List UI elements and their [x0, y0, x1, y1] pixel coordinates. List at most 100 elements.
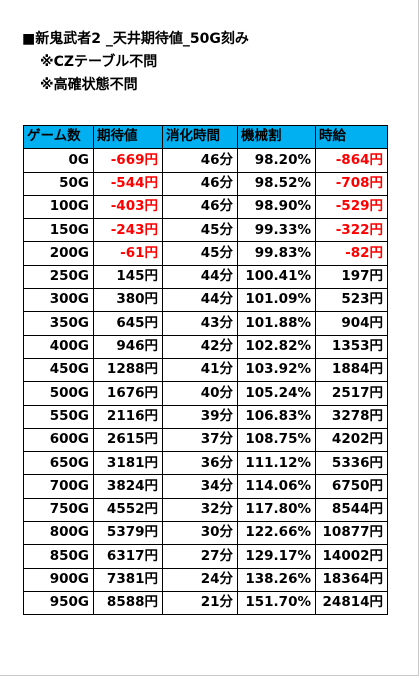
table-body: 0G -669円 46分 98.20% -864円 50G -544円 46分 98.52% -7… — [23, 148, 388, 616]
cell-expected-value: 5379円 — [93, 521, 163, 546]
cell-games: 550G — [23, 404, 94, 429]
cell-games: 250G — [23, 264, 94, 290]
cell-hourly-wage: -708円 — [315, 171, 388, 196]
cell-expected-value: -403円 — [93, 194, 163, 220]
cell-play-time: 41分 — [162, 357, 238, 383]
cell-payout-rate: 100.41% — [237, 264, 316, 290]
cell-payout-rate: 102.82% — [237, 334, 316, 359]
cell-games: 150G — [23, 218, 94, 243]
cell-hourly-wage: 8544円 — [315, 497, 388, 523]
table-row: 200G -61円 45分 99.83% -82円 — [23, 241, 388, 266]
cell-play-time: 45分 — [162, 241, 238, 266]
cell-games: 500G — [23, 381, 94, 406]
cell-play-time: 44分 — [162, 288, 238, 313]
cell-expected-value: 2615円 — [93, 427, 163, 453]
cell-expected-value: 4552円 — [93, 497, 163, 523]
page-title: ■新鬼武者2 _天井期待値_50G刻み — [22, 31, 249, 47]
cell-games: 700G — [23, 474, 94, 499]
table-row: 100G -403円 46分 98.90% -529円 — [23, 194, 388, 220]
cell-expected-value: -669円 — [93, 148, 163, 173]
table-row: 800G 5379円 30分 122.66% 10877円 — [23, 521, 388, 546]
cell-payout-rate: 108.75% — [237, 427, 316, 453]
table-row: 600G 2615円 37分 108.75% 4202円 — [23, 427, 388, 453]
cell-play-time: 21分 — [162, 590, 238, 616]
cell-payout-rate: 105.24% — [237, 381, 316, 406]
cell-games: 950G — [23, 590, 94, 616]
cell-hourly-wage: -864円 — [315, 148, 388, 173]
table-row: 150G -243円 45分 99.33% -322円 — [23, 218, 388, 243]
cell-play-time: 42分 — [162, 334, 238, 359]
cell-payout-rate: 99.33% — [237, 218, 316, 243]
cell-payout-rate: 114.06% — [237, 474, 316, 499]
table-row: 700G 3824円 34分 114.06% 6750円 — [23, 474, 388, 499]
note-cz-table: ※CZテーブル不問 — [40, 54, 158, 70]
header-play-time: 消化時間 — [162, 124, 238, 150]
cell-play-time: 24分 — [162, 567, 238, 592]
cell-hourly-wage: 2517円 — [315, 381, 388, 406]
cell-payout-rate: 98.90% — [237, 194, 316, 220]
cell-payout-rate: 98.20% — [237, 148, 316, 173]
cell-play-time: 39分 — [162, 404, 238, 429]
cell-games: 50G — [23, 171, 94, 196]
cell-play-time: 34分 — [162, 474, 238, 499]
cell-expected-value: -544円 — [93, 171, 163, 196]
cell-play-time: 43分 — [162, 311, 238, 336]
cell-payout-rate: 111.12% — [237, 451, 316, 476]
cell-expected-value: -243円 — [93, 218, 163, 243]
table-row: 0G -669円 46分 98.20% -864円 — [23, 148, 388, 173]
cell-hourly-wage: -529円 — [315, 194, 388, 220]
cell-play-time: 46分 — [162, 171, 238, 196]
cell-play-time: 46分 — [162, 148, 238, 173]
cell-play-time: 27分 — [162, 544, 238, 569]
table-row: 850G 6317円 27分 129.17% 14002円 — [23, 544, 388, 569]
cell-play-time: 32分 — [162, 497, 238, 523]
cell-games: 0G — [23, 148, 94, 173]
cell-hourly-wage: -322円 — [315, 218, 388, 243]
cell-games: 350G — [23, 311, 94, 336]
cell-hourly-wage: -82円 — [315, 241, 388, 266]
cell-hourly-wage: 4202円 — [315, 427, 388, 453]
table-row: 400G 946円 42分 102.82% 1353円 — [23, 334, 388, 359]
cell-play-time: 40分 — [162, 381, 238, 406]
header-games: ゲーム数 — [23, 124, 94, 150]
cell-payout-rate: 106.83% — [237, 404, 316, 429]
cell-games: 300G — [23, 288, 94, 313]
cell-expected-value: 2116円 — [93, 404, 163, 429]
table-row: 450G 1288円 41分 103.92% 1884円 — [23, 357, 388, 383]
cell-play-time: 37分 — [162, 427, 238, 453]
cell-games: 800G — [23, 521, 94, 546]
cell-games: 650G — [23, 451, 94, 476]
table-row: 950G 8588円 21分 151.70% 24814円 — [23, 590, 388, 616]
cell-expected-value: 1676円 — [93, 381, 163, 406]
cell-games: 750G — [23, 497, 94, 523]
cell-expected-value: -61円 — [93, 241, 163, 266]
cell-hourly-wage: 904円 — [315, 311, 388, 336]
cell-hourly-wage: 14002円 — [315, 544, 388, 569]
cell-expected-value: 946円 — [93, 334, 163, 359]
cell-expected-value: 380円 — [93, 288, 163, 313]
table-row: 350G 645円 43分 101.88% 904円 — [23, 311, 388, 336]
table-row: 250G 145円 44分 100.41% 197円 — [23, 264, 388, 290]
cell-hourly-wage: 18364円 — [315, 567, 388, 592]
table-row: 50G -544円 46分 98.52% -708円 — [23, 171, 388, 196]
cell-payout-rate: 129.17% — [237, 544, 316, 569]
cell-hourly-wage: 5336円 — [315, 451, 388, 476]
cell-expected-value: 6317円 — [93, 544, 163, 569]
cell-expected-value: 8588円 — [93, 590, 163, 616]
table-row: 550G 2116円 39分 106.83% 3278円 — [23, 404, 388, 429]
cell-expected-value: 3181円 — [93, 451, 163, 476]
cell-games: 450G — [23, 357, 94, 383]
cell-payout-rate: 122.66% — [237, 521, 316, 546]
cell-expected-value: 3824円 — [93, 474, 163, 499]
cell-hourly-wage: 6750円 — [315, 474, 388, 499]
cell-expected-value: 7381円 — [93, 567, 163, 592]
cell-expected-value: 1288円 — [93, 357, 163, 383]
header-payout-rate: 機械割 — [237, 124, 316, 150]
cell-payout-rate: 98.52% — [237, 171, 316, 196]
cell-hourly-wage: 197円 — [315, 264, 388, 290]
cell-payout-rate: 101.88% — [237, 311, 316, 336]
cell-games: 900G — [23, 567, 94, 592]
cell-hourly-wage: 1884円 — [315, 357, 388, 383]
note-high-prob-state: ※高確状態不問 — [40, 77, 138, 93]
